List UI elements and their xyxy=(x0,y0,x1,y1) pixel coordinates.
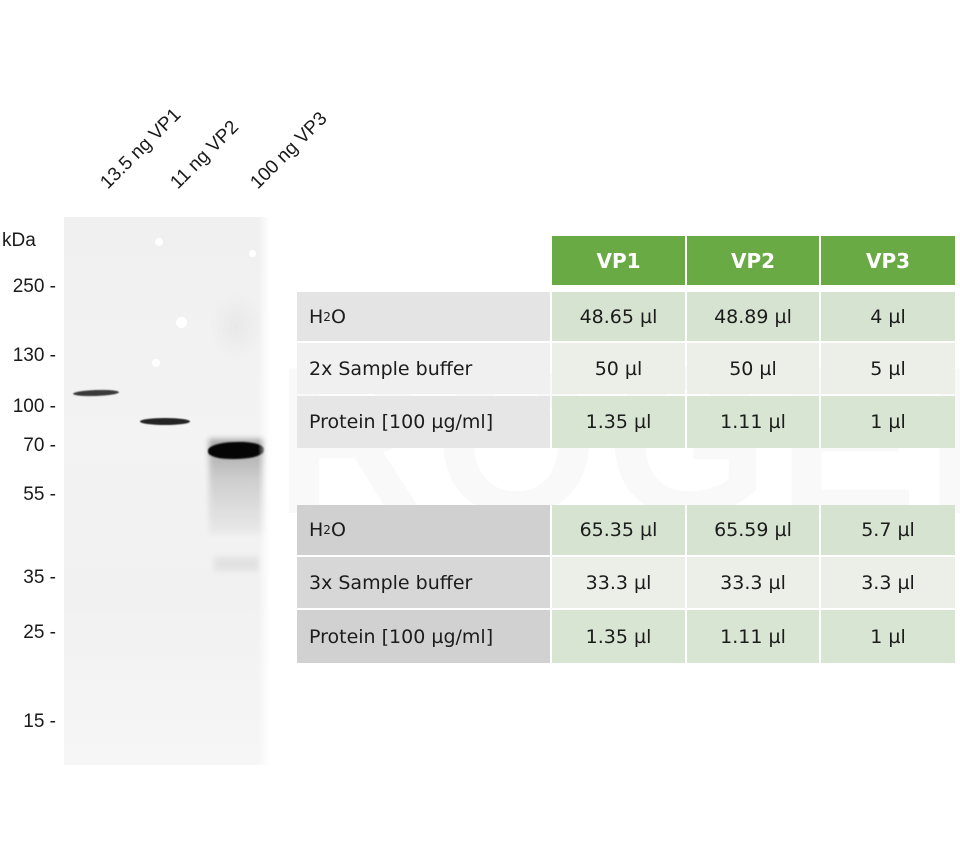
h2o-h: H xyxy=(309,305,324,328)
gel-speck xyxy=(176,317,187,328)
column-header-vp2: VP2 xyxy=(687,236,819,285)
row-label-sample-buffer-2x: 2x Sample buffer xyxy=(297,343,550,394)
column-header-vp1: VP1 xyxy=(552,236,685,285)
lane3-upper-smear xyxy=(209,292,264,362)
marker-100: 100 - xyxy=(12,396,56,417)
marker-250: 250 - xyxy=(12,276,56,297)
h2o-subscript: 2 xyxy=(323,523,331,537)
marker-55: 55 - xyxy=(23,484,56,505)
h2o-o: O xyxy=(330,305,346,328)
cell-buffer-vp1-2x: 50 µl xyxy=(552,343,685,394)
h2o-subscript: 2 xyxy=(323,309,331,324)
cell-h2o-vp3-2x: 4 µl xyxy=(821,292,955,341)
cell-protein-vp1-2x: 1.35 µl xyxy=(552,396,685,448)
lane-label-vp2: 11 ng VP2 xyxy=(166,116,244,194)
band-vp1 xyxy=(72,389,120,397)
row-label-protein-2x: Protein [100 µg/ml] xyxy=(297,396,550,448)
cell-protein-vp1-3x: 1.35 µl xyxy=(552,610,685,663)
cell-buffer-vp3-2x: 5 µl xyxy=(821,343,955,394)
column-header-vp3: VP3 xyxy=(821,236,955,285)
marker-15: 15 - xyxy=(23,711,56,732)
western-blot-image xyxy=(64,217,270,765)
cell-protein-vp2-3x: 1.11 µl xyxy=(687,610,819,663)
cell-h2o-vp2-3x: 65.59 µl xyxy=(687,505,819,555)
cell-buffer-vp2-3x: 33.3 µl xyxy=(687,557,819,608)
lane-label-vp3: 100 ng VP3 xyxy=(246,108,332,194)
lane3-faint-band xyxy=(214,557,259,571)
cell-buffer-vp1-3x: 33.3 µl xyxy=(552,557,685,608)
band-vp2 xyxy=(140,418,190,425)
row-label-protein-3x: Protein [100 µg/ml] xyxy=(297,610,550,663)
gel-speck xyxy=(152,359,160,367)
cell-h2o-vp3-3x: 5.7 µl xyxy=(821,505,955,555)
cell-h2o-vp1-3x: 65.35 µl xyxy=(552,505,685,555)
cell-protein-vp3-2x: 1 µl xyxy=(821,396,955,448)
marker-130: 130 - xyxy=(12,345,56,366)
cell-buffer-vp3-3x: 3.3 µl xyxy=(821,557,955,608)
cell-protein-vp3-3x: 1 µl xyxy=(821,610,955,663)
cell-protein-vp2-2x: 1.11 µl xyxy=(687,396,819,448)
gel-speck xyxy=(155,238,163,246)
gel-edge-fade xyxy=(258,217,270,765)
h2o-h: H xyxy=(309,519,324,541)
cell-h2o-vp2-2x: 48.89 µl xyxy=(687,292,819,341)
marker-70: 70 - xyxy=(23,435,56,456)
cell-h2o-vp1-2x: 48.65 µl xyxy=(552,292,685,341)
marker-25: 25 - xyxy=(23,622,56,643)
kda-axis-title: kDa xyxy=(2,230,36,251)
row-label-sample-buffer-3x: 3x Sample buffer xyxy=(297,557,550,608)
marker-35: 35 - xyxy=(23,567,56,588)
h2o-o: O xyxy=(330,519,346,541)
cell-buffer-vp2-2x: 50 µl xyxy=(687,343,819,394)
gel-speck xyxy=(249,250,256,257)
